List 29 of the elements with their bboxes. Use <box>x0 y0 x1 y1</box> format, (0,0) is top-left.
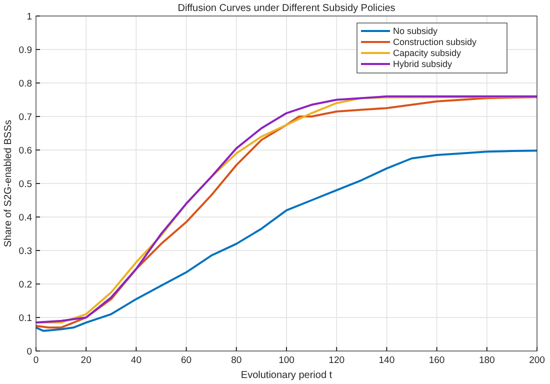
x-tick-label: 160 <box>428 355 445 366</box>
y-tick-label: 0.4 <box>18 212 32 224</box>
y-tick-label: 0.8 <box>18 78 32 90</box>
x-tick-label: 200 <box>529 355 545 366</box>
legend-label: Hybrid subsidy <box>393 59 453 69</box>
legend-label: Capacity subsidy <box>393 48 462 58</box>
x-tick-label: 60 <box>181 355 192 366</box>
y-tick-label: 1 <box>26 12 32 22</box>
x-tick-label: 120 <box>328 355 345 366</box>
x-tick-label: 20 <box>80 355 92 366</box>
x-tick-label: 180 <box>478 355 495 366</box>
x-tick-label: 100 <box>278 355 294 366</box>
y-tick-label: 0.9 <box>18 45 32 56</box>
line-series <box>35 150 538 332</box>
x-tick-label: 80 <box>231 355 242 366</box>
y-tick-label: 0.7 <box>18 112 32 123</box>
y-tick-label: 0.6 <box>18 146 32 156</box>
legend-label: Construction subsidy <box>393 37 478 47</box>
y-tick-label: 0.1 <box>18 313 32 324</box>
y-tick-label: 0.3 <box>18 246 32 257</box>
x-tick-label: 40 <box>130 355 142 366</box>
chart-title: Diffusion Curves under Different Subsidy Policies <box>178 3 396 14</box>
x-axis-title: Evolutionary period t <box>240 370 332 381</box>
y-tick-label: 0 <box>26 346 32 358</box>
x-tick-label: 140 <box>378 355 395 366</box>
legend-label: No subsidy <box>393 26 438 36</box>
y-tick-label: 0.5 <box>18 179 32 190</box>
y-tick-label: 0.2 <box>18 280 32 290</box>
y-axis-title: Share of S2G-enabled BSSs <box>3 120 14 248</box>
